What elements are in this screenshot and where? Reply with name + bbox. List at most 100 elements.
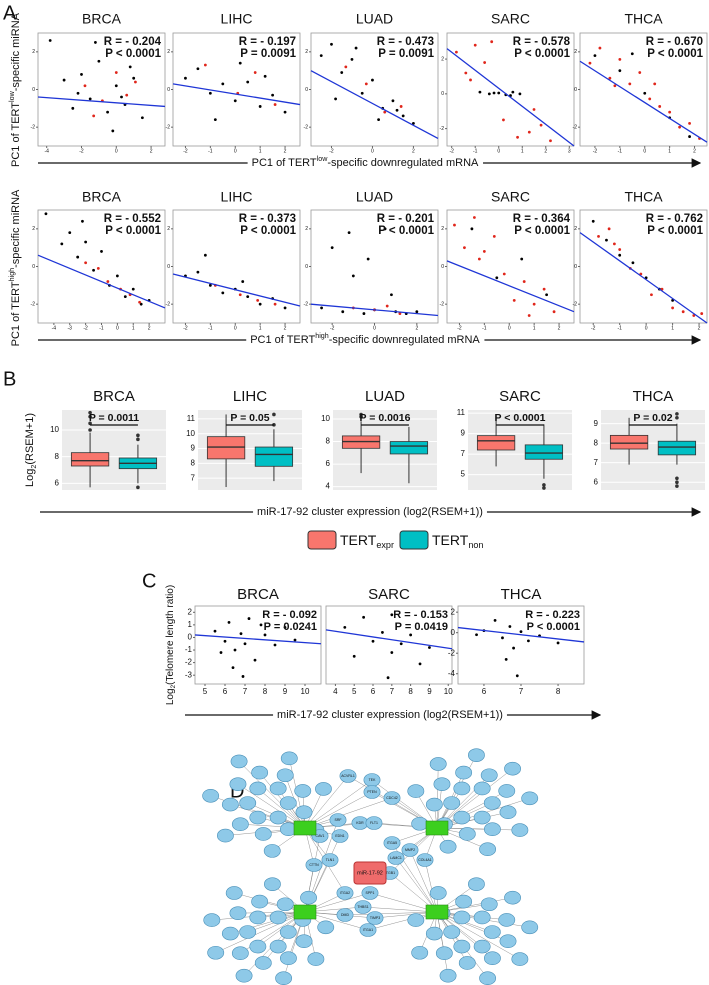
point: [259, 623, 263, 627]
point: [62, 78, 66, 82]
point: [668, 110, 672, 114]
network-node: [269, 939, 287, 954]
y-tick-label: -2: [440, 301, 445, 307]
point: [330, 42, 333, 46]
point: [383, 110, 387, 114]
point: [366, 257, 370, 261]
point: [522, 280, 526, 283]
point: [44, 212, 48, 216]
fit-line: [457, 626, 585, 643]
y-tick-label: -2: [448, 648, 456, 657]
outlier: [359, 412, 363, 417]
point: [80, 73, 83, 76]
point: [132, 76, 136, 80]
network-node: [251, 894, 269, 909]
x-tick-label: 2: [693, 148, 696, 154]
p-label: P = 0.02: [633, 412, 672, 424]
network-node: [453, 781, 471, 796]
x-tick-label: 2: [558, 325, 561, 331]
point: [501, 636, 504, 640]
network-node: [411, 816, 429, 831]
point: [532, 108, 536, 111]
point: [412, 122, 415, 125]
x-tick-label: 0: [373, 325, 376, 331]
point: [241, 280, 245, 283]
point: [549, 139, 552, 143]
network-node: [439, 968, 457, 983]
point: [527, 314, 531, 317]
point: [354, 46, 358, 50]
point: [597, 234, 600, 238]
point: [362, 312, 366, 315]
network-node: [455, 894, 473, 909]
point: [97, 59, 101, 63]
point: [83, 84, 87, 88]
point: [213, 118, 217, 122]
network-node: [279, 925, 297, 939]
y-tick-label: -2: [166, 301, 171, 307]
network-node: [276, 768, 294, 783]
x-axis-label: PC1 of TERThigh-specific downregulated m…: [250, 332, 480, 346]
x-tick-label: -1: [99, 325, 104, 331]
point: [48, 39, 52, 42]
r-label: R = - 0.204: [104, 36, 162, 48]
point: [68, 231, 72, 235]
point: [607, 227, 611, 231]
y-tick-label: -2: [573, 301, 578, 307]
point: [364, 82, 368, 86]
network-node: [411, 945, 429, 960]
chart-title: THCA: [624, 11, 663, 27]
outlier: [675, 416, 679, 420]
text-part: (RSEM+1): [24, 413, 36, 465]
x-tick-label: 8: [408, 687, 413, 696]
chart-title: LIHC: [221, 189, 253, 205]
y-tick-label: 7: [594, 458, 599, 467]
node-label: CTTN: [309, 863, 319, 867]
network-node: [479, 971, 497, 985]
node-label: TIMP3: [370, 916, 380, 920]
x-tick-label: 1: [533, 325, 536, 331]
point: [390, 651, 394, 654]
fit-line: [310, 70, 439, 140]
box: [206, 436, 246, 460]
x-tick-label: -2: [591, 325, 596, 331]
text-part: Log: [24, 469, 36, 487]
node-label: TEK: [369, 778, 376, 782]
point: [612, 242, 616, 246]
node-label: DMD: [341, 913, 349, 917]
y-tick-label: 7: [461, 449, 466, 458]
fit-line: [37, 96, 166, 108]
y-tick-label: 6: [594, 477, 599, 486]
point: [256, 299, 260, 302]
network-node: [480, 768, 498, 783]
outlier: [542, 486, 546, 490]
point: [111, 129, 115, 133]
point: [671, 306, 675, 310]
y-tick-label: 1: [188, 620, 193, 629]
y-tick-label: 2: [32, 226, 35, 232]
point: [263, 74, 267, 78]
point: [520, 257, 524, 261]
p-label: P < 0.0001: [105, 48, 161, 60]
text-part: -specific downregulated mRNA: [329, 334, 481, 346]
r-label: R = - 0.201: [377, 213, 435, 225]
outlier: [272, 423, 276, 427]
y-tick-label: 0: [451, 628, 456, 637]
x-tick-label: -1: [473, 148, 478, 154]
plot-frame: [579, 32, 708, 147]
point: [128, 65, 132, 69]
r-label: R = - 0.373: [239, 213, 296, 225]
chart-title: BRCA: [82, 11, 122, 27]
network-node: [239, 925, 257, 939]
y-tick-label: 0: [574, 264, 577, 270]
x-tick-label: 1: [521, 148, 524, 154]
network: ACVRL1 TEK PTEN CDC42 SRF KDR FLT1 EDN1 CAV1 CTTN…: [202, 748, 539, 985]
network-edge: [409, 849, 438, 913]
network-node: [416, 853, 434, 867]
point: [283, 110, 287, 114]
y-tick-label: 2: [32, 49, 35, 55]
node-label: FLT1: [370, 821, 378, 825]
network-node: [295, 934, 313, 949]
text-part: high: [315, 332, 329, 340]
